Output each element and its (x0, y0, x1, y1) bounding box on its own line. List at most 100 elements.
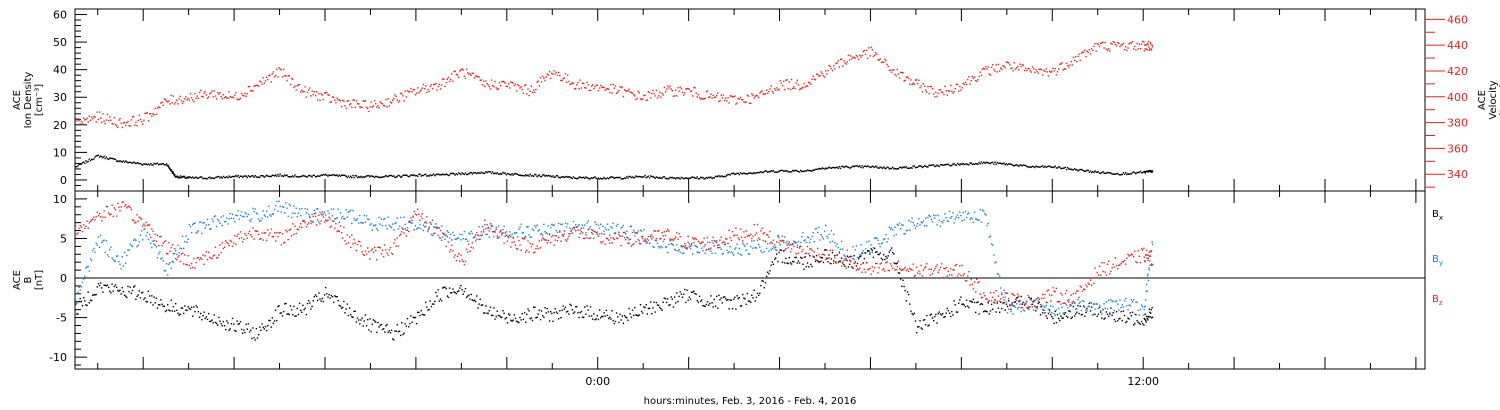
data-point-bx (1027, 307, 1029, 309)
data-point-bz (672, 239, 675, 241)
data-point-velocity (175, 101, 177, 104)
data-point-velocity (619, 85, 621, 88)
data-point-bx (1012, 305, 1014, 307)
data-point-ion-density (275, 174, 277, 176)
data-point-bx (372, 319, 375, 321)
data-point-by (255, 212, 258, 214)
data-point-bx (828, 254, 830, 256)
data-point-velocity (960, 89, 962, 91)
data-point-by (900, 228, 902, 230)
data-point-bz (168, 242, 170, 244)
data-point-ion-density (942, 164, 944, 166)
data-point-ion-density (655, 176, 658, 178)
data-point-bz (119, 210, 121, 212)
data-point-velocity (818, 75, 820, 77)
data-point-bz (693, 238, 695, 240)
data-point-bx (246, 328, 248, 330)
data-point-bx (601, 315, 603, 318)
data-point-bx (792, 260, 794, 263)
data-point-bz (811, 249, 813, 252)
data-point-bz (764, 241, 767, 243)
data-point-velocity (220, 95, 222, 98)
data-point-bz (229, 239, 231, 241)
data-point-by (952, 212, 954, 214)
data-point-velocity (1021, 63, 1023, 66)
data-point-by (1097, 307, 1100, 310)
data-point-ion-density (810, 170, 812, 172)
data-point-bx (477, 307, 479, 309)
data-point-by (917, 222, 919, 225)
data-point-by (88, 270, 90, 272)
data-point-by (94, 251, 96, 253)
data-point-bx (153, 296, 155, 298)
data-point-velocity (437, 85, 439, 88)
data-point-ion-density (878, 167, 880, 169)
data-point-bx (387, 331, 389, 333)
data-point-bx (546, 308, 548, 310)
data-point-velocity (760, 91, 762, 93)
data-point-ion-density (765, 170, 768, 172)
data-point-by (836, 243, 838, 245)
data-point-bz (1013, 294, 1015, 297)
data-point-bz (183, 263, 185, 265)
data-point-bx (942, 312, 944, 315)
data-point-by (654, 239, 656, 242)
data-point-bz (328, 216, 330, 218)
data-point-velocity (875, 52, 877, 54)
data-point-ion-density (1028, 166, 1030, 169)
data-point-velocity (542, 75, 544, 78)
data-point-ion-density (143, 163, 145, 165)
data-point-ion-density (128, 161, 130, 164)
data-point-bx (1151, 307, 1153, 309)
data-point-velocity (534, 91, 536, 93)
data-point-velocity (1113, 41, 1115, 44)
data-point-bz (902, 269, 904, 271)
data-point-velocity (1014, 68, 1017, 70)
data-point-bx (376, 331, 378, 334)
data-point-bz (487, 226, 489, 229)
data-point-bx (446, 295, 448, 297)
data-point-velocity (608, 88, 610, 90)
data-point-by (808, 236, 810, 239)
data-point-bx (962, 303, 964, 305)
data-point-ion-density (838, 166, 840, 168)
data-point-velocity (103, 120, 105, 122)
data-point-velocity (77, 118, 79, 120)
data-point-by (103, 239, 105, 241)
data-point-bz (573, 226, 576, 228)
data-point-by (483, 229, 485, 231)
data-point-by (86, 266, 88, 268)
data-point-velocity (179, 95, 181, 98)
data-point-ion-density (811, 170, 813, 172)
data-point-bz (973, 281, 976, 283)
data-point-ion-density (989, 162, 992, 165)
data-point-ion-density (336, 174, 338, 176)
data-point-bx (787, 262, 789, 265)
data-point-bx (1138, 322, 1140, 324)
data-point-ion-density (594, 176, 596, 178)
data-point-by (531, 228, 534, 230)
data-point-ion-density (1142, 171, 1144, 174)
data-point-ion-density (363, 176, 365, 178)
data-point-by (225, 220, 227, 223)
data-point-bx (619, 313, 621, 316)
data-point-by (863, 252, 865, 254)
data-point-velocity (277, 76, 279, 78)
data-point-velocity (751, 93, 753, 95)
data-point-by (538, 229, 540, 231)
data-point-bz (178, 255, 180, 257)
data-point-velocity (113, 116, 115, 119)
data-point-bz (87, 227, 89, 229)
data-point-ion-density (654, 177, 656, 179)
data-point-bx (1028, 296, 1030, 299)
data-point-bx (425, 301, 427, 304)
data-point-by (352, 209, 354, 212)
data-point-bz (380, 253, 383, 255)
data-point-bx (420, 309, 422, 312)
data-point-velocity (231, 96, 234, 98)
data-point-velocity (350, 103, 352, 105)
data-point-velocity (704, 97, 706, 99)
data-point-bz (404, 223, 406, 226)
data-point-by (200, 221, 202, 223)
data-point-by (856, 256, 859, 259)
